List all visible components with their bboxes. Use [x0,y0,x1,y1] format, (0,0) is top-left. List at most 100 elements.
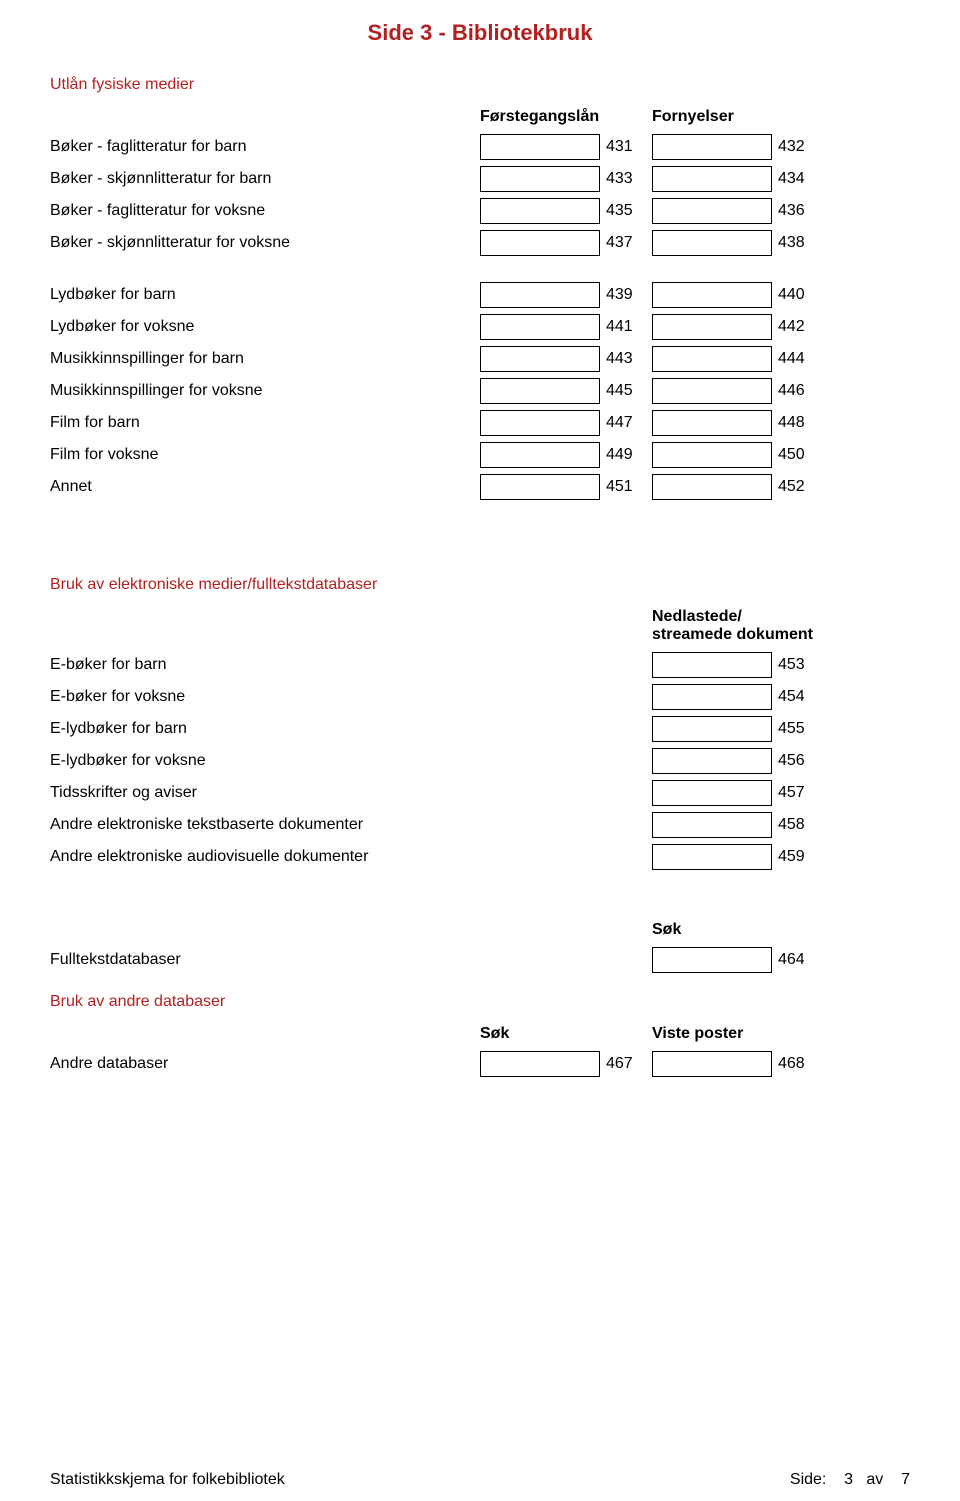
table-row: Bøker - skjønnlitteratur for barn433434 [50,166,910,192]
code-437: 437 [606,234,652,252]
table-row: Bøker - faglitteratur for barn 431 432 [50,134,910,160]
row-label: E-bøker for barn [50,656,480,674]
input-468[interactable] [652,1051,772,1077]
input-438[interactable] [652,230,772,256]
code-450: 450 [778,446,824,464]
input-436[interactable] [652,198,772,224]
code-432: 432 [778,138,824,156]
table-row: Lydbøker for barn439440 [50,282,910,308]
input-451[interactable] [480,474,600,500]
table-row: E-bøker for barn 453 [50,652,910,678]
code-443: 443 [606,350,652,368]
input-452[interactable] [652,474,772,500]
input-434[interactable] [652,166,772,192]
code-464: 464 [778,951,824,969]
code-457: 457 [778,784,824,802]
input-443[interactable] [480,346,600,372]
input-455[interactable] [652,716,772,742]
input-456[interactable] [652,748,772,774]
input-449[interactable] [480,442,600,468]
page-title: Side 3 - Bibliotekbruk [50,20,910,46]
row-label: Musikkinnspillinger for voksne [50,382,480,400]
code-454: 454 [778,688,824,706]
row-label: Lydbøker for barn [50,286,480,304]
code-434: 434 [778,170,824,188]
code-456: 456 [778,752,824,770]
input-458[interactable] [652,812,772,838]
section4-heading: Bruk av andre databaser [50,993,910,1011]
col-header-viste-poster: Viste poster [652,1025,772,1043]
row-label: E-lydbøker for voksne [50,752,480,770]
table-row: Bøker - faglitteratur for voksne435436 [50,198,910,224]
row-label: Musikkinnspillinger for barn [50,350,480,368]
input-446[interactable] [652,378,772,404]
table-row: E-bøker for voksne 454 [50,684,910,710]
section1-heading: Utlån fysiske medier [50,76,910,94]
input-445[interactable] [480,378,600,404]
page-footer: Statistikkskjema for folkebibliotek Side… [50,1471,910,1489]
table-row: Bøker - skjønnlitteratur for voksne 437 43… [50,230,910,256]
row-label: Andre elektroniske audiovisuelle dokumen… [50,848,480,866]
input-450[interactable] [652,442,772,468]
section3-header-row: Søk [50,921,910,939]
label-andre-databaser: Andre databaser [50,1055,480,1073]
input-448[interactable] [652,410,772,436]
input-435[interactable] [480,198,600,224]
input-453[interactable] [652,652,772,678]
input-467[interactable] [480,1051,600,1077]
col-header-sok-1: Søk [652,921,772,939]
input-441[interactable] [480,314,600,340]
input-442[interactable] [652,314,772,340]
code-449: 449 [606,446,652,464]
code-455: 455 [778,720,824,738]
code-438: 438 [778,234,824,252]
code-447: 447 [606,414,652,432]
footer-left: Statistikkskjema for folkebibliotek [50,1471,285,1489]
table-row: Musikkinnspillinger for voksne445446 [50,378,910,404]
row-label: E-lydbøker for barn [50,720,480,738]
row-andre-databaser: Andre databaser 467 468 [50,1051,910,1077]
code-458: 458 [778,816,824,834]
code-436: 436 [778,202,824,220]
col-header-fornyelser: Fornyelser [652,108,772,126]
label-fulltekstdatabaser: Fulltekstdatabaser [50,951,480,969]
page: Side 3 - Bibliotekbruk Utlån fysiske med… [0,0,960,1501]
input-454[interactable] [652,684,772,710]
code-467: 467 [606,1055,652,1073]
col-header-forstegangslan: Førstegangslån [480,108,600,126]
code-431: 431 [606,138,652,156]
code-448: 448 [778,414,824,432]
section1-header-row: Førstegangslån Fornyelser [50,108,910,126]
input-432[interactable] [652,134,772,160]
code-452: 452 [778,478,824,496]
code-444: 444 [778,350,824,368]
table-row: Film for barn447448 [50,410,910,436]
input-444[interactable] [652,346,772,372]
table-row: Film for voksne 449 450 [50,442,910,468]
row-label: Bøker - skjønnlitteratur for voksne [50,234,480,252]
code-453: 453 [778,656,824,674]
table-row: Musikkinnspillinger for barn 443 444 [50,346,910,372]
input-440[interactable] [652,282,772,308]
section2-heading: Bruk av elektroniske medier/fulltekstdat… [50,576,910,594]
section2-header-row: Nedlastede/ streamede dokument [50,608,910,644]
input-447[interactable] [480,410,600,436]
table-row: Lydbøker for voksne441442 [50,314,910,340]
row-label: Bøker - faglitteratur for barn [50,138,480,156]
input-431[interactable] [480,134,600,160]
input-437[interactable] [480,230,600,256]
row-label: E-bøker for voksne [50,688,480,706]
code-459: 459 [778,848,824,866]
code-435: 435 [606,202,652,220]
table-row: Tidsskrifter og aviser457 [50,780,910,806]
input-439[interactable] [480,282,600,308]
col-header-sok-2: Søk [480,1025,600,1043]
code-440: 440 [778,286,824,304]
row-label: Film for voksne [50,446,480,464]
input-457[interactable] [652,780,772,806]
input-464[interactable] [652,947,772,973]
table-row: E-lydbøker for voksne 456 [50,748,910,774]
input-459[interactable] [652,844,772,870]
input-433[interactable] [480,166,600,192]
code-442: 442 [778,318,824,336]
